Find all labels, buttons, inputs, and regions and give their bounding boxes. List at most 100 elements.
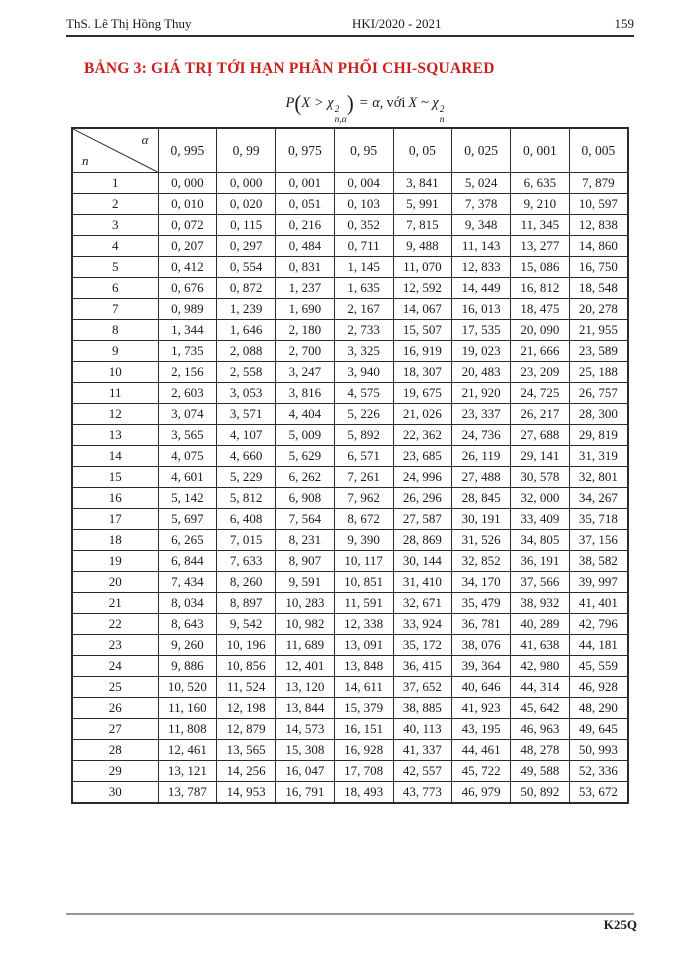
formula-sub2: n bbox=[439, 115, 445, 126]
table-cell: 25, 188 bbox=[568, 361, 629, 383]
table-cell: 36, 415 bbox=[392, 655, 453, 677]
table-cell: 30, 578 bbox=[510, 466, 570, 488]
row-n-value: 20 bbox=[71, 571, 159, 593]
table-cell: 37, 566 bbox=[510, 571, 570, 593]
table-cell: 14, 573 bbox=[275, 718, 335, 740]
table-cell: 30, 144 bbox=[392, 550, 453, 572]
alpha-header: 0, 025 bbox=[451, 127, 511, 173]
table-cell: 24, 725 bbox=[510, 382, 570, 404]
table-cell: 21, 026 bbox=[392, 403, 453, 425]
row-n-value: 17 bbox=[71, 508, 159, 530]
table-cell: 38, 582 bbox=[568, 550, 629, 572]
table-cell: 32, 671 bbox=[392, 592, 453, 614]
table-cell: 31, 526 bbox=[451, 529, 511, 551]
table-row: 10 2, 156 2, 558 3, 247 3, 940 18, 307 2… bbox=[71, 361, 629, 383]
table-cell: 0, 072 bbox=[157, 214, 218, 236]
table-cell: 3, 841 bbox=[392, 172, 453, 194]
row-n-value: 11 bbox=[71, 382, 159, 404]
table-cell: 2, 180 bbox=[275, 319, 335, 341]
table-cell: 12, 198 bbox=[216, 697, 276, 719]
table-row: 23 9, 260 10, 196 11, 689 13, 091 35, 17… bbox=[71, 634, 629, 656]
table-cell: 28, 300 bbox=[568, 403, 629, 425]
table-cell: 31, 319 bbox=[568, 445, 629, 467]
table-cell: 4, 575 bbox=[333, 382, 394, 404]
table-cell: 29, 141 bbox=[510, 445, 570, 467]
table-cell: 49, 645 bbox=[568, 718, 629, 740]
formula-close-paren: ) bbox=[346, 90, 354, 116]
table-cell: 10, 283 bbox=[275, 592, 335, 614]
table-cell: 0, 554 bbox=[216, 256, 276, 278]
table-cell: 20, 090 bbox=[510, 319, 570, 341]
table-row: 8 1, 344 1, 646 2, 180 2, 733 15, 507 17… bbox=[71, 319, 629, 341]
table-cell: 13, 787 bbox=[157, 781, 218, 804]
formula-sub1: n,α bbox=[334, 115, 347, 126]
table-cell: 8, 907 bbox=[275, 550, 335, 572]
row-n-value: 22 bbox=[71, 613, 159, 635]
table-cell: 43, 773 bbox=[392, 781, 453, 804]
row-n-value: 19 bbox=[71, 550, 159, 572]
alpha-header: 0, 99 bbox=[216, 127, 276, 173]
table-cell: 14, 953 bbox=[216, 781, 276, 804]
table-cell: 17, 535 bbox=[451, 319, 511, 341]
table-cell: 5, 629 bbox=[275, 445, 335, 467]
table-cell: 35, 172 bbox=[392, 634, 453, 656]
table-row: 29 13, 121 14, 256 16, 047 17, 708 42, 5… bbox=[71, 760, 629, 782]
table-cell: 42, 557 bbox=[392, 760, 453, 782]
corner-alpha-label: α bbox=[141, 132, 149, 147]
table-cell: 0, 207 bbox=[157, 235, 218, 257]
row-n-value: 28 bbox=[71, 739, 159, 761]
table-cell: 43, 195 bbox=[451, 718, 511, 740]
table-cell: 13, 277 bbox=[510, 235, 570, 257]
table-cell: 23, 209 bbox=[510, 361, 570, 383]
table-cell: 5, 697 bbox=[157, 508, 218, 530]
table-cell: 26, 217 bbox=[510, 403, 570, 425]
table-cell: 12, 592 bbox=[392, 277, 453, 299]
table-cell: 5, 991 bbox=[392, 193, 453, 215]
table-row: 12 3, 074 3, 571 4, 404 5, 226 21, 026 2… bbox=[71, 403, 629, 425]
table-cell: 19, 023 bbox=[451, 340, 511, 362]
table-cell: 10, 196 bbox=[216, 634, 276, 656]
table-cell: 5, 142 bbox=[157, 487, 218, 509]
table-row: 21 8, 034 8, 897 10, 283 11, 591 32, 671… bbox=[71, 592, 629, 614]
table-cell: 12, 461 bbox=[157, 739, 218, 761]
table-cell: 20, 483 bbox=[451, 361, 511, 383]
table-row: 22 8, 643 9, 542 10, 982 12, 338 33, 924… bbox=[71, 613, 629, 635]
table-cell: 41, 923 bbox=[451, 697, 511, 719]
table-cell: 11, 143 bbox=[451, 235, 511, 257]
table-cell: 6, 844 bbox=[157, 550, 218, 572]
formula-open-paren: ( bbox=[294, 90, 302, 116]
row-n-value: 18 bbox=[71, 529, 159, 551]
formula-voi: với bbox=[386, 95, 406, 111]
table-cell: 13, 091 bbox=[333, 634, 394, 656]
table-cell: 9, 210 bbox=[510, 193, 570, 215]
alpha-header: 0, 05 bbox=[392, 127, 453, 173]
table-cell: 8, 034 bbox=[157, 592, 218, 614]
table-cell: 42, 980 bbox=[510, 655, 570, 677]
table-cell: 5, 229 bbox=[216, 466, 276, 488]
table-row: 7 0, 989 1, 239 1, 690 2, 167 14, 067 16… bbox=[71, 298, 629, 320]
formula-eq: = α, bbox=[358, 95, 384, 111]
table-cell: 13, 848 bbox=[333, 655, 394, 677]
table-cell: 18, 475 bbox=[510, 298, 570, 320]
table-cell: 46, 963 bbox=[510, 718, 570, 740]
table-cell: 16, 047 bbox=[275, 760, 335, 782]
table-row: 3 0, 072 0, 115 0, 216 0, 352 7, 815 9, … bbox=[71, 214, 629, 236]
table-cell: 32, 852 bbox=[451, 550, 511, 572]
header-rule bbox=[66, 35, 634, 37]
table-cell: 5, 024 bbox=[451, 172, 511, 194]
table-row: 15 4, 601 5, 229 6, 262 7, 261 24, 996 2… bbox=[71, 466, 629, 488]
table-cell: 12, 879 bbox=[216, 718, 276, 740]
table-cell: 38, 076 bbox=[451, 634, 511, 656]
table-cell: 0, 004 bbox=[333, 172, 394, 194]
table-cell: 24, 736 bbox=[451, 424, 511, 446]
table-cell: 4, 601 bbox=[157, 466, 218, 488]
table-cell: 48, 278 bbox=[510, 739, 570, 761]
table-cell: 36, 781 bbox=[451, 613, 511, 635]
row-n-value: 10 bbox=[71, 361, 159, 383]
table-cell: 4, 075 bbox=[157, 445, 218, 467]
table-cell: 37, 156 bbox=[568, 529, 629, 551]
table-cell: 16, 791 bbox=[275, 781, 335, 804]
alpha-header: 0, 95 bbox=[333, 127, 394, 173]
table-cell: 13, 844 bbox=[275, 697, 335, 719]
